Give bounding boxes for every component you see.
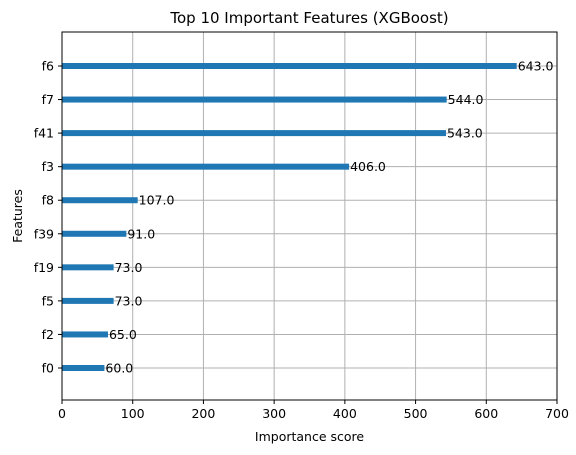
y-tick-label: f2 [42,327,54,342]
data-label: 107.0 [139,193,175,208]
x-tick-label: 100 [121,406,145,421]
chart-title: Top 10 Important Features (XGBoost) [169,9,448,27]
x-tick-label: 700 [545,406,569,421]
data-label: 73.0 [115,260,143,275]
bar-f41 [62,130,446,137]
grid [61,32,558,400]
data-label: 406.0 [350,159,386,174]
plot-frame [61,31,558,401]
bar-f7 [62,96,447,103]
y-tick-label: f19 [34,260,54,275]
x-tick-label: 300 [262,406,286,421]
x-axis-label: Importance score [255,429,365,444]
data-label: 544.0 [448,92,484,107]
bar-f3 [62,163,350,170]
x-tick-label: 500 [404,406,428,421]
data-label: 643.0 [518,59,554,74]
bar-f6 [62,63,517,69]
bar-f2 [62,331,108,338]
y-tick-label: f7 [42,92,54,107]
y-tick-label: f8 [42,193,54,208]
bar-f39 [62,230,127,237]
bar-f0 [62,365,105,371]
x-tick-label: 200 [191,406,215,421]
bar-f19 [62,264,114,271]
data-labels: 643.0 544.0 543.0 406.0 107.0 91.0 73.0 73.0 65.… [105,59,553,376]
y-tick-label: f39 [34,226,54,241]
x-tick-label: 400 [333,406,357,421]
data-label: 73.0 [115,293,143,308]
data-label: 65.0 [109,327,137,342]
data-label: 543.0 [447,126,483,141]
axis-ticks: 0 100 200 300 400 500 600 700 f6 f7 f41 f3 f8 f39 f19 f… [34,59,569,422]
data-label: 91.0 [127,226,155,241]
bars [62,63,517,371]
bar-f5 [62,297,114,304]
y-tick-label: f41 [34,126,54,141]
y-tick-label: f6 [42,59,54,74]
data-label: 60.0 [105,361,133,376]
y-tick-label: f3 [42,159,54,174]
y-tick-label: f0 [42,361,54,376]
bar-f8 [62,197,138,204]
y-axis-label: Features [10,189,25,243]
x-tick-label: 0 [58,406,66,421]
x-tick-label: 600 [474,406,498,421]
y-tick-label: f5 [42,293,54,308]
